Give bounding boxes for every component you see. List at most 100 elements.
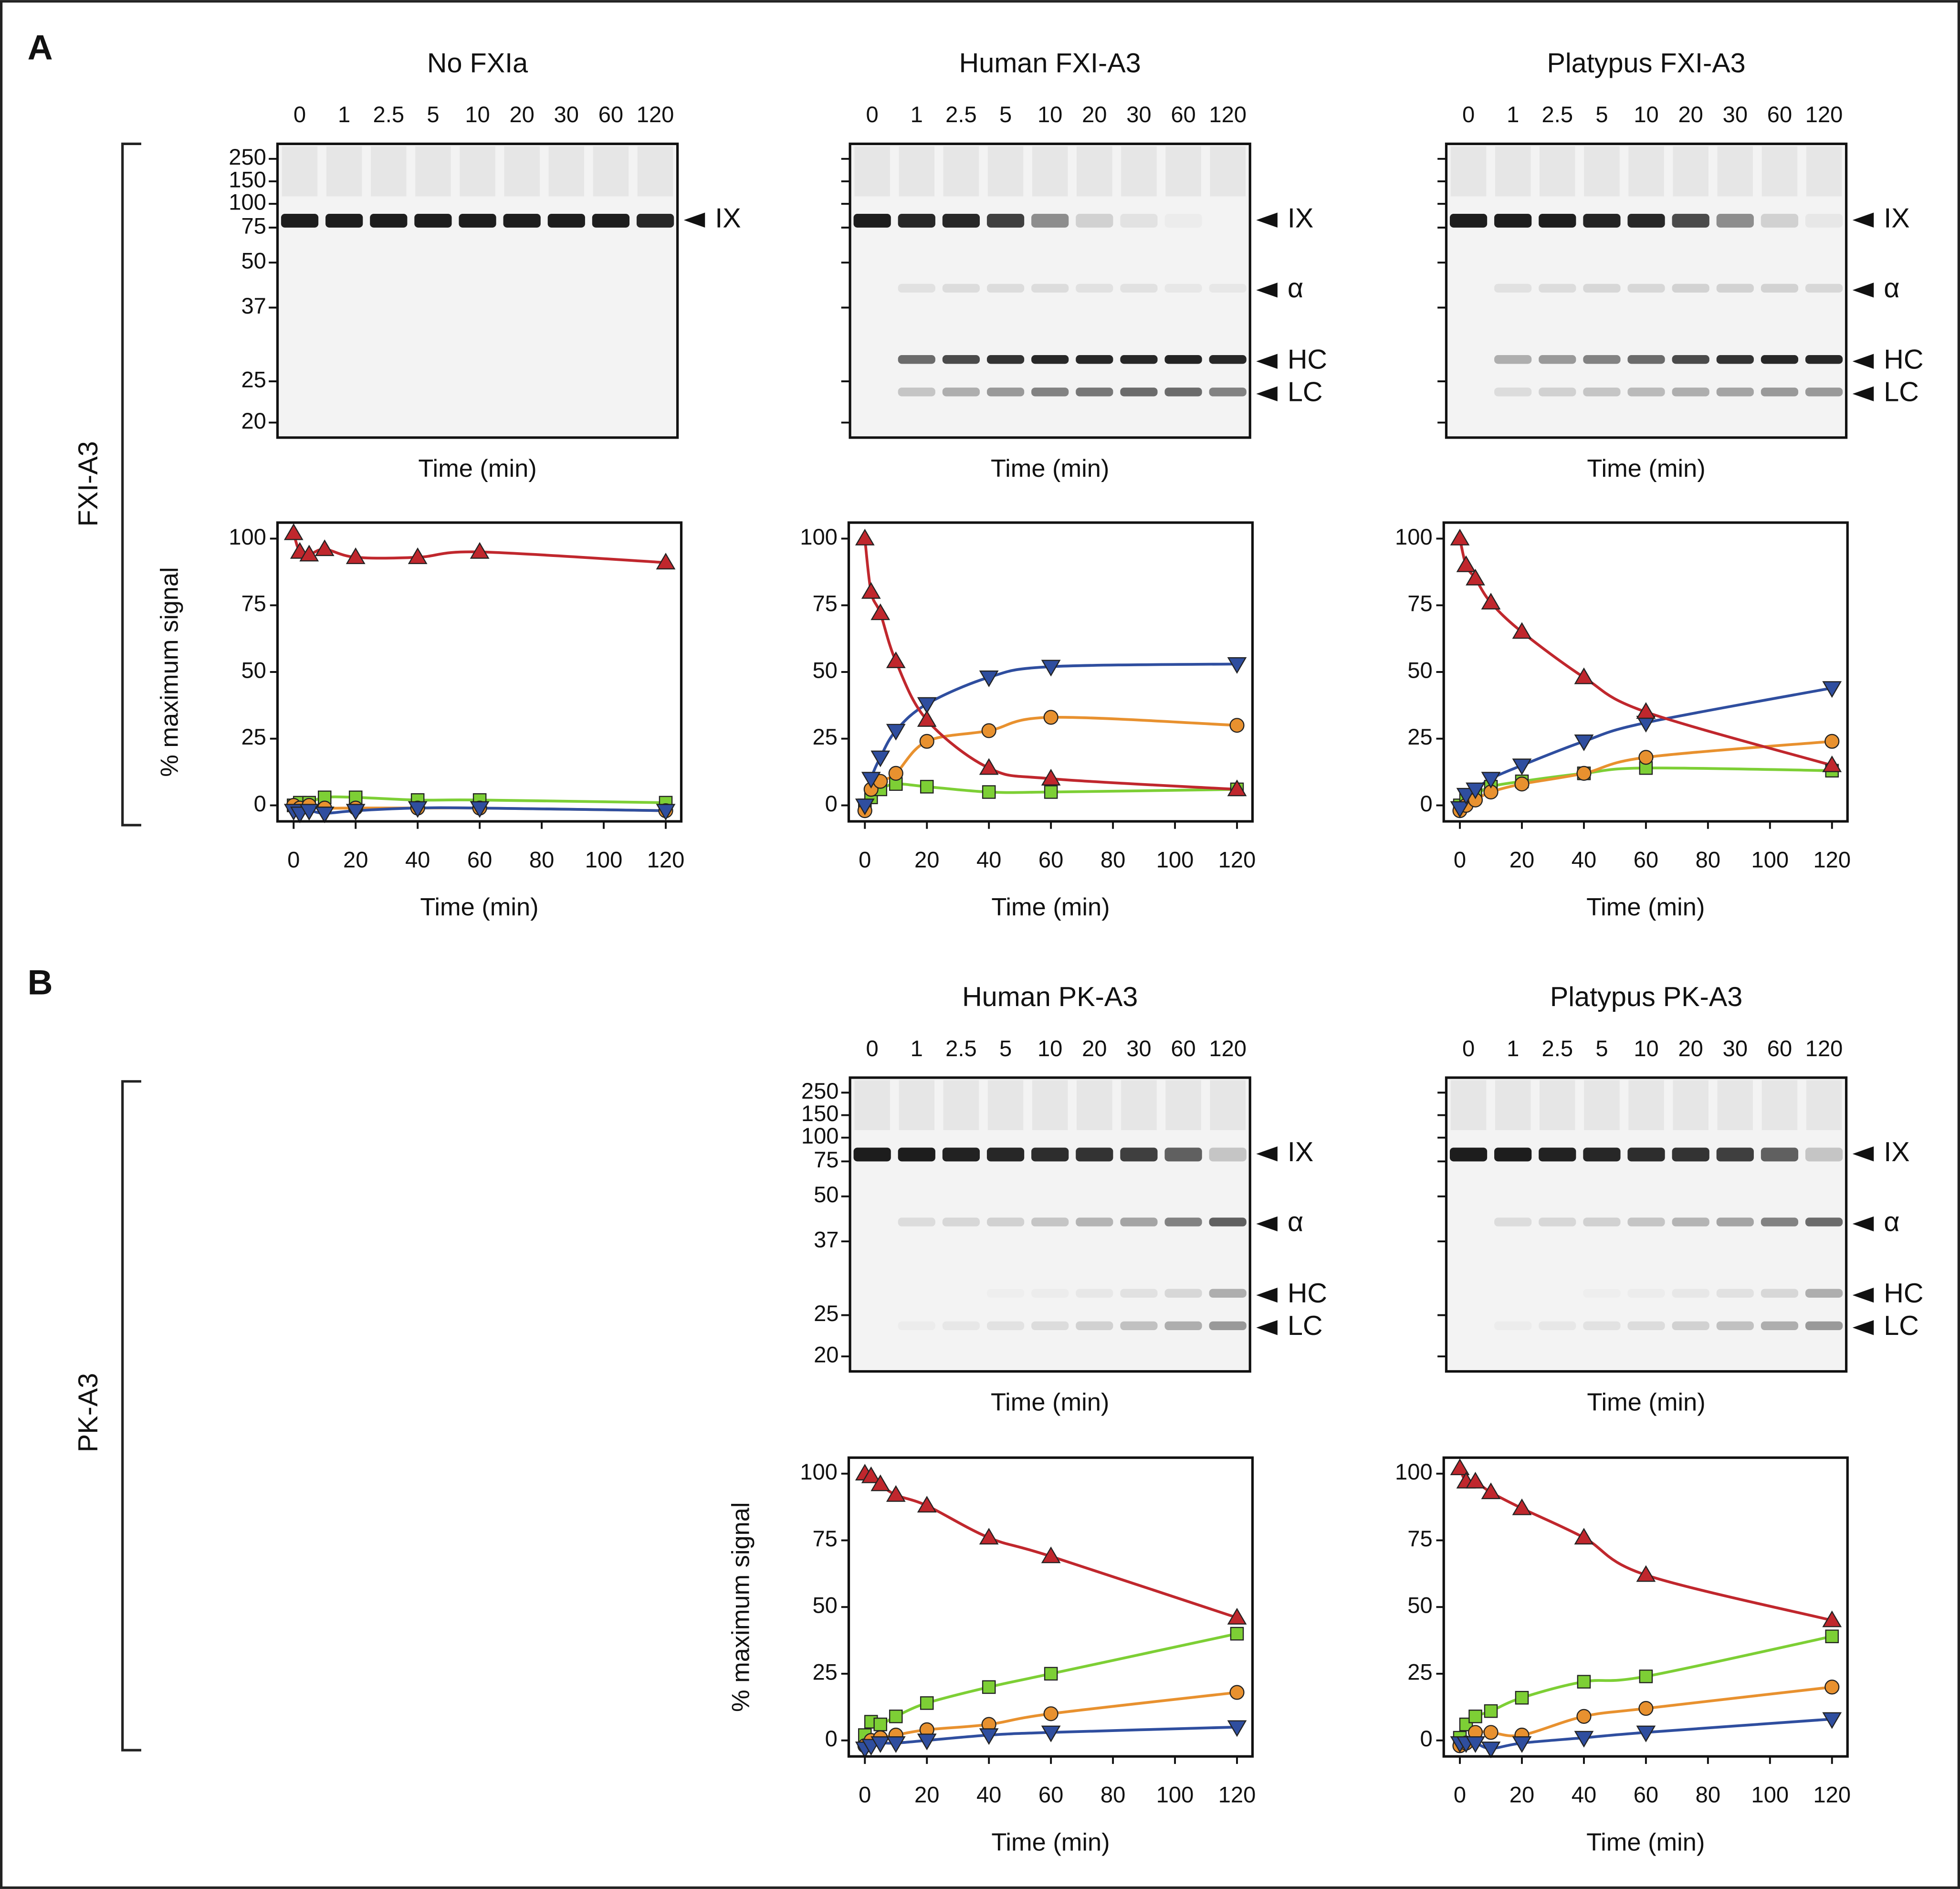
band-label: HC	[1884, 344, 1923, 375]
point	[1466, 1736, 1485, 1753]
gel-band	[898, 214, 935, 228]
bracket	[121, 1080, 141, 1752]
point	[1636, 1565, 1656, 1582]
y-tick-label: 50	[812, 1593, 837, 1618]
lane-label: 1	[1507, 102, 1519, 127]
gel-band	[1583, 1289, 1620, 1298]
band-arrow	[1256, 1146, 1278, 1162]
lane-label: 10	[465, 102, 490, 127]
gel-band	[1672, 1147, 1709, 1162]
marker-label: 250	[229, 144, 266, 169]
x-tick-label: 40	[1572, 1782, 1596, 1807]
lane-smear	[415, 146, 451, 197]
gel-band	[1031, 388, 1069, 397]
point	[656, 553, 676, 570]
point	[889, 1710, 903, 1723]
gel-title: Platypus PK-A3	[1550, 982, 1742, 1012]
gel-band	[1076, 1289, 1113, 1298]
gel-band	[1120, 1321, 1158, 1331]
point	[346, 804, 366, 821]
point	[1481, 1742, 1501, 1759]
lane-label: 120	[1209, 1036, 1247, 1061]
gel-band	[1120, 1217, 1158, 1227]
lane-smear	[899, 146, 935, 197]
x-tick-label: 100	[1751, 847, 1789, 872]
band-label: α	[1884, 273, 1899, 304]
gel-band	[1672, 388, 1709, 397]
point	[1230, 1627, 1244, 1641]
gel-band	[1494, 214, 1532, 228]
point	[1450, 801, 1470, 818]
lane-label: 20	[509, 102, 534, 127]
gel-band	[898, 1217, 935, 1227]
x-tick-label: 100	[585, 847, 623, 872]
lane-smear	[1673, 1080, 1708, 1130]
lane-label: 2.5	[945, 1036, 977, 1061]
x-tick-label: 80	[1101, 847, 1125, 872]
gel-band	[1164, 283, 1202, 293]
lane-label: 20	[1678, 1036, 1703, 1061]
y-tick-label: 75	[1407, 591, 1432, 616]
point	[1825, 1629, 1839, 1643]
lane-label: 1	[911, 102, 923, 127]
x-tick-label: 60	[1634, 1782, 1658, 1807]
lane-label: 0	[866, 1036, 879, 1061]
x-tick-label: 40	[976, 1782, 1001, 1807]
lane-smear	[943, 1080, 979, 1130]
band-arrow	[1852, 1216, 1874, 1232]
point	[1466, 1471, 1485, 1489]
gel-x-label: Time (min)	[1587, 455, 1705, 483]
point	[1481, 593, 1501, 609]
gel-band	[853, 1147, 891, 1162]
lane-smear	[1806, 146, 1842, 197]
gel-band	[986, 388, 1025, 397]
lane-label: 30	[1723, 102, 1748, 127]
gel-band	[1539, 1217, 1576, 1227]
gel-band	[1120, 1147, 1158, 1162]
point	[314, 806, 335, 823]
fit-line	[863, 662, 1237, 806]
marker-label: 50	[814, 1182, 839, 1207]
y-tick-label: 0	[1420, 1726, 1432, 1751]
y-tick-label: 100	[800, 1459, 838, 1484]
band-arrow	[1852, 386, 1874, 401]
gel-band	[1120, 214, 1158, 228]
gel-band	[1627, 388, 1665, 397]
gel-band	[1627, 355, 1665, 364]
lane-label: 60	[1767, 102, 1792, 127]
point	[1227, 657, 1247, 674]
gel-band	[1583, 1217, 1621, 1227]
lane-label: 120	[1805, 1036, 1843, 1061]
gel-title: No FXIa	[427, 48, 528, 79]
gel-band	[1209, 283, 1247, 293]
gel-band	[1494, 1147, 1532, 1162]
band-label: LC	[1288, 377, 1323, 407]
lane-label: 2.5	[945, 102, 977, 127]
gel-title: Platypus FXI-A3	[1547, 48, 1745, 79]
band-label: HC	[1288, 344, 1327, 375]
gel-band	[1120, 1289, 1158, 1298]
x-tick-label: 60	[1634, 847, 1658, 872]
gel-band	[1672, 1321, 1709, 1331]
lane-label: 5	[1595, 102, 1608, 127]
lane-label: 0	[293, 102, 306, 127]
lane-label: 10	[1634, 102, 1658, 127]
row-label: FXI-A3	[73, 441, 104, 526]
gel-band	[370, 214, 408, 228]
point	[886, 1736, 906, 1753]
gel-band	[503, 214, 541, 228]
marker-label: 25	[814, 1301, 839, 1326]
gel-band	[898, 1322, 935, 1330]
x-tick-label: 100	[1751, 1782, 1789, 1807]
gel-band	[1761, 355, 1799, 364]
lane-smear	[1121, 1080, 1157, 1130]
gel-band	[1672, 1289, 1709, 1298]
gel-band	[1583, 355, 1621, 364]
plot-frame	[1442, 521, 1849, 823]
panel-label: A	[28, 28, 53, 67]
point	[1041, 1546, 1061, 1564]
y-tick-label: 0	[254, 791, 266, 816]
y-tick-label: 50	[812, 657, 837, 682]
band-label: α	[1288, 273, 1303, 304]
lane-smear	[854, 146, 890, 197]
